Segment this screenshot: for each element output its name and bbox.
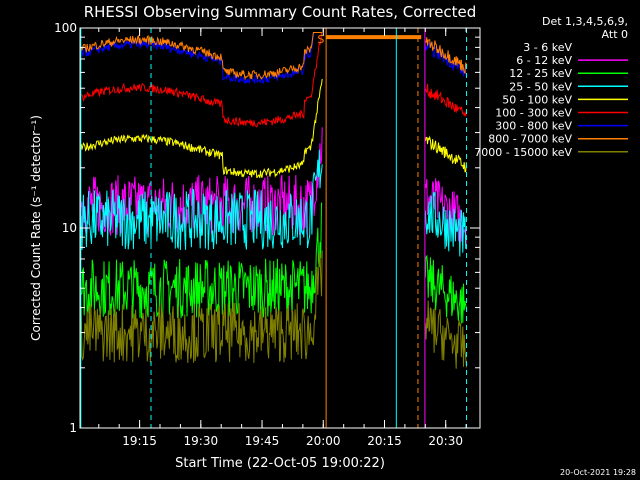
x-tick-label-6: 20:30 <box>428 434 463 448</box>
series-line-300-800-keV-segment-1 <box>81 32 323 85</box>
series-line-800-7000-keV-segment-1 <box>80 32 323 81</box>
series-line-100-300-keV-segment-1 <box>81 32 323 128</box>
legend-header-line-1: Det 1,3,4,5,6,9, <box>542 15 628 28</box>
legend-label-50-100-keV: 50 - 100 keV <box>502 93 572 106</box>
series-line-50-100-keV-segment-1 <box>80 78 323 179</box>
series-line-7000-15000-keV-segment-2 <box>424 300 467 369</box>
x-tick-label-3: 19:45 <box>245 434 280 448</box>
legend-label-7000-15000-keV: 7000 - 15000 keV <box>474 146 572 159</box>
series-line-800-7000-keV-segment-2 <box>425 37 467 75</box>
series-line-100-300-keV-segment-2 <box>424 83 467 117</box>
series-line-25-50-keV-segment-1 <box>80 149 323 251</box>
legend-header-line-2: Att 0 <box>602 28 628 41</box>
plot-area: S <box>80 28 468 428</box>
legend-label-3-6-keV: 3 - 6 keV <box>523 41 572 54</box>
legend-label-12-25-keV: 12 - 25 keV <box>509 67 572 80</box>
legend-label-800-7000-keV: 800 - 7000 keV <box>488 133 572 146</box>
x-tick-label-2: 19:30 <box>184 434 219 448</box>
y-axis-label: Corrected Count Rate (s⁻¹ detector⁻¹) <box>29 115 43 341</box>
x-tick-label-1: 19:15 <box>122 434 157 448</box>
footer-timestamp: 20-Oct-2021 19:28 <box>560 468 636 477</box>
legend-label-6-12-keV: 6 - 12 keV <box>516 54 572 67</box>
annotation-1: S <box>317 33 324 46</box>
series-line-12-25-keV-segment-2 <box>424 254 467 324</box>
y-tick-label-3: 100 <box>54 21 77 35</box>
axes: 19:15 19:30 19:45 20:00 20:15 20:30 1 10 100 <box>54 21 481 448</box>
series-line-6-12-keV-segment-1 <box>80 127 323 236</box>
chart-title: RHESSI Observing Summary Count Rates, Co… <box>84 3 477 21</box>
x-tick-label-4: 20:00 <box>306 434 341 448</box>
x-tick-label-5: 20:15 <box>367 434 402 448</box>
legend-label-100-300-keV: 100 - 300 keV <box>495 107 572 120</box>
y-tick-label-2: 10 <box>62 221 77 235</box>
series-line-7000-15000-keV-segment-1 <box>80 250 323 364</box>
y-tick-label-1: 1 <box>69 421 77 435</box>
series-line-12-25-keV-segment-1 <box>80 202 323 319</box>
series-line-50-100-keV-segment-2 <box>424 135 467 173</box>
legend-label-25-50-keV: 25 - 50 keV <box>509 80 572 93</box>
series-line-25-50-keV-segment-2 <box>424 191 467 257</box>
x-axis-label: Start Time (22-Oct-05 19:00:22) <box>175 456 385 471</box>
legend-label-300-800-keV: 300 - 800 keV <box>495 120 572 133</box>
